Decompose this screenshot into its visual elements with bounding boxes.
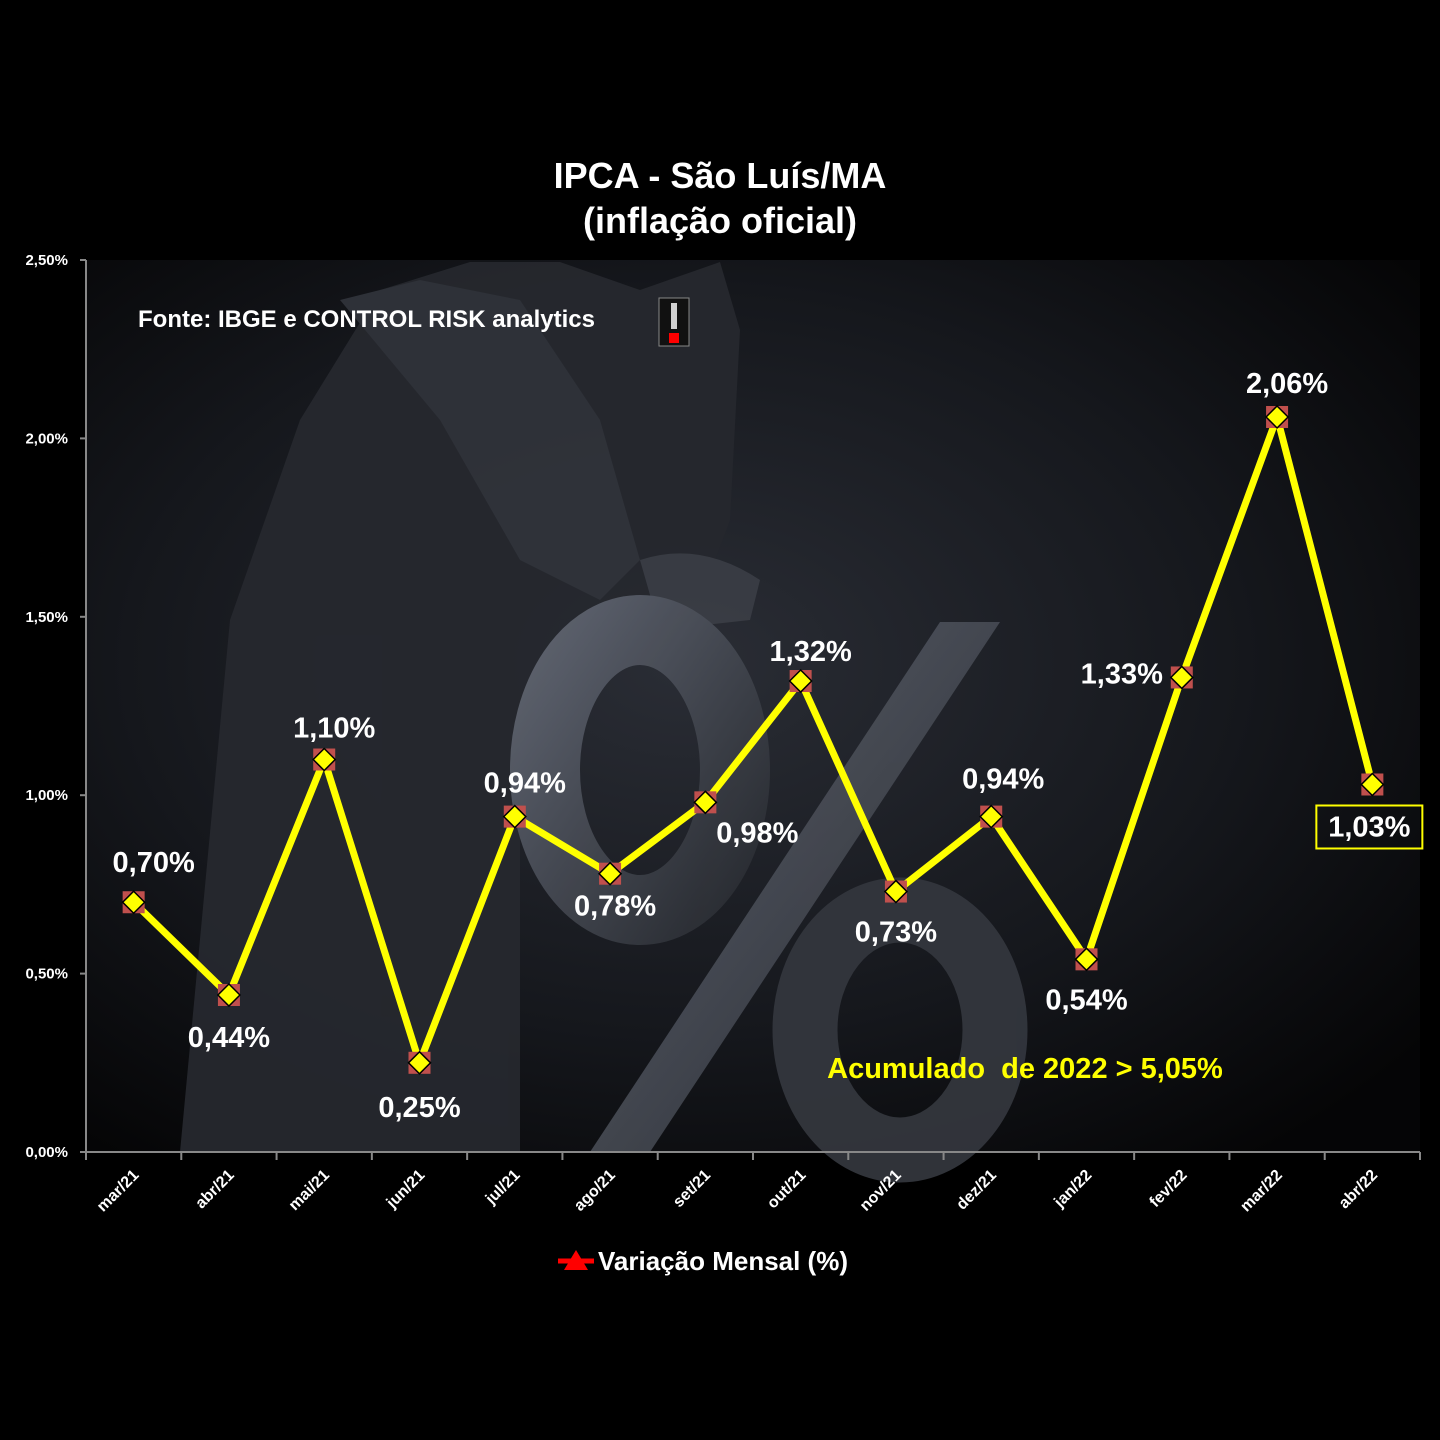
marker-diamond xyxy=(1074,947,1099,972)
x-tick-label: jan/22 xyxy=(1051,1167,1096,1212)
chart-title: IPCA - São Luís/MA xyxy=(554,155,887,196)
marker-diamond xyxy=(121,890,146,915)
x-tick-label: abr/22 xyxy=(1336,1167,1381,1212)
marker-diamond xyxy=(1265,404,1290,430)
x-tick-label: fev/22 xyxy=(1147,1167,1191,1211)
background-decoration xyxy=(180,262,1028,1183)
data-label: 0,54% xyxy=(1045,984,1127,1016)
x-tick-label: mai/21 xyxy=(286,1167,333,1214)
marker-diamond xyxy=(312,747,337,772)
legend-marker-icon xyxy=(564,1250,588,1270)
data-label: 0,78% xyxy=(574,891,656,923)
data-label: 2,06% xyxy=(1246,368,1328,400)
x-tick-label: set/21 xyxy=(670,1167,714,1211)
x-tick-label: ago/21 xyxy=(571,1167,619,1215)
marker-diamond xyxy=(693,790,718,815)
marker-diamond xyxy=(216,982,241,1008)
data-label: 1,33% xyxy=(1081,658,1163,690)
x-tick-label: out/21 xyxy=(764,1167,809,1212)
x-tick-label: jul/21 xyxy=(482,1167,524,1209)
data-label: 0,44% xyxy=(188,1022,270,1054)
marker-diamond xyxy=(407,1050,432,1075)
marker-diamond xyxy=(883,879,908,904)
data-label: 0,73% xyxy=(855,917,937,949)
data-label: 1,10% xyxy=(293,713,375,745)
marker-diamond xyxy=(502,804,527,829)
marker-diamond xyxy=(598,861,623,886)
data-label: 0,70% xyxy=(113,847,195,879)
data-label: 0,94% xyxy=(484,768,566,800)
data-label: 0,98% xyxy=(716,817,798,849)
x-tick-label: dez/21 xyxy=(953,1167,1000,1214)
y-tick-label: 1,00% xyxy=(25,787,68,804)
highlight-box xyxy=(1315,804,1424,850)
y-tick-label: 2,00% xyxy=(25,430,68,447)
marker-diamond xyxy=(979,804,1004,829)
y-tick-label: 0,00% xyxy=(25,1144,68,1161)
x-tick-label: jun/21 xyxy=(383,1167,428,1212)
marker-diamond xyxy=(1169,665,1194,690)
legend-label: Variação Mensal (%) xyxy=(598,1246,848,1276)
data-label: 1,03% xyxy=(1328,811,1410,843)
thermometer-icon xyxy=(658,297,690,347)
marker-diamond xyxy=(1360,772,1385,797)
data-label: 0,94% xyxy=(962,764,1044,796)
legend: Variação Mensal (%) xyxy=(558,1246,848,1276)
y-tick-label: 2,50% xyxy=(25,252,68,269)
y-axis-ticks: 0,00% 0,50% 1,00% 1,50% 2,00% 2,50% xyxy=(25,252,86,1161)
data-label: 0,25% xyxy=(378,1092,460,1124)
marker-diamond xyxy=(788,668,813,694)
accumulated-annotation: Acumulado de 2022 > 5,05% xyxy=(827,1053,1223,1085)
series-line-variacao-mensal xyxy=(131,413,1376,1067)
y-tick-label: 0,50% xyxy=(25,966,68,983)
x-tick-label: mar/21 xyxy=(94,1167,143,1216)
x-tick-label: abr/21 xyxy=(192,1167,237,1212)
x-axis-ticks: mar/21 abr/21 mai/21 jun/21 jul/21 ago/21 set/… xyxy=(85,1152,1421,1216)
source-note: Fonte: IBGE e CONTROL RISK analytics xyxy=(138,306,595,333)
x-tick-label: mar/22 xyxy=(1237,1167,1286,1216)
chart-subtitle: (inflação oficial) xyxy=(583,200,857,241)
data-labels: 0,70% 0,44% 1,10% 0,25% 0,94% 0,78% 0,98% 1,32%… xyxy=(113,368,1424,1124)
y-tick-label: 1,50% xyxy=(25,609,68,626)
series-markers xyxy=(121,404,1385,1075)
data-label: 1,32% xyxy=(770,636,852,668)
